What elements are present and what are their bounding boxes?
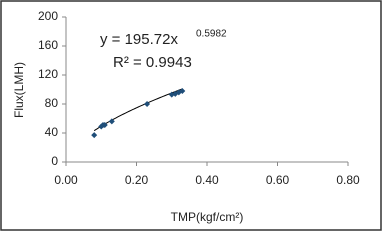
y-tick-label: 80 (45, 96, 59, 110)
y-tick-label: 0 (51, 154, 58, 168)
x-tick-label: 0.80 (336, 173, 360, 187)
x-tick-label: 0.00 (54, 173, 78, 187)
trend-exponent: 0.5982 (196, 29, 227, 40)
trend-equation: y = 195.72x (100, 31, 178, 48)
x-tick-label: 0.40 (195, 173, 219, 187)
y-tick-label: 120 (38, 67, 58, 81)
y-axis-label: Flux(LMH) (12, 62, 26, 118)
page: {"chart_data": { "type": "scatter", "x_l… (0, 0, 383, 232)
r-squared: R² = 0.9943 (113, 54, 192, 71)
x-tick-label: 0.60 (266, 173, 290, 187)
chart-border (0, 0, 382, 231)
y-tick-label: 200 (38, 9, 58, 23)
y-tick-label: 40 (45, 125, 59, 139)
point (108, 118, 115, 125)
trendline (93, 88, 183, 132)
x-axis-label: TMP(kgf/cm²) (171, 210, 244, 224)
point (179, 87, 186, 94)
chart: Flux(LMH) TMP(kgf/cm²) y = 195.72x 0.598… (0, 0, 382, 231)
point (144, 101, 151, 107)
point (91, 132, 98, 139)
point (101, 122, 108, 129)
x-tick-label: 0.20 (125, 173, 149, 187)
y-tick-label: 160 (38, 38, 58, 52)
